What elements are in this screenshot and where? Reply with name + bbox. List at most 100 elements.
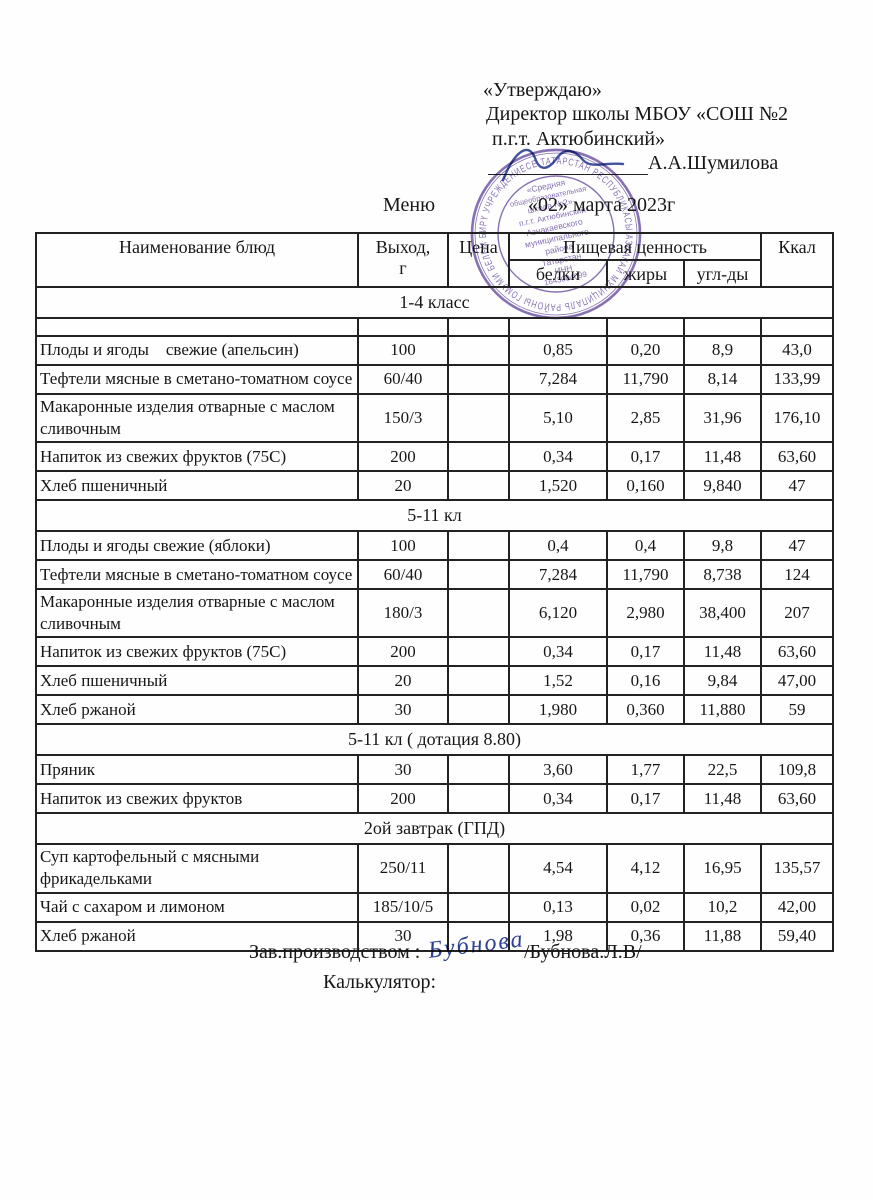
fat-cell: 0,17 [606,441,685,473]
output-cell: 20 [357,470,449,502]
carbs-cell: 11,88 [683,920,762,952]
section-row: 1-4 класс [35,286,834,319]
protein-cell: 1,52 [508,665,608,697]
dish-name-cell: Хлеб ржаной [35,694,359,726]
protein-cell: 7,284 [508,559,608,591]
fat-cell: 1,77 [606,754,685,786]
fat-cell: 0,17 [606,636,685,668]
protein-cell: 0,13 [508,891,608,923]
menu-row: Плоды и ягоды свежие (апельсин) 100 0,85 0,… [35,335,834,366]
price-cell [447,392,510,444]
menu-row: Макаронные изделия отварные с маслом сли… [35,588,834,639]
menu-row: Хлеб пшеничный 20 1,520 0,160 9,840 47 [35,470,834,502]
empty-row [35,317,834,337]
empty-cell [760,317,834,337]
menu-table-body: 1-4 класс Плоды и ягоды свежие (апельсин)… [35,286,834,952]
carbs-cell: 8,14 [683,364,762,395]
carbs-cell: 22,5 [683,754,762,786]
carbs-cell: 11,48 [683,783,762,815]
dish-name-cell: Тефтели мясные в сметано-томатном соусе [35,364,359,395]
output-cell: 200 [357,783,449,815]
fat-cell: 0,17 [606,783,685,815]
price-cell [447,530,510,562]
protein-cell: 0,34 [508,441,608,473]
output-cell: 30 [357,920,449,952]
menu-row: Плоды и ягоды свежие (яблоки) 100 0,4 0,4 9,… [35,530,834,562]
menu-row: Чай с сахаром и лимоном 185/10/5 0,13 0,02 1… [35,891,834,923]
output-cell: 60/40 [357,559,449,591]
protein-cell: 4,54 [508,843,608,894]
price-cell [447,665,510,697]
dish-name-cell: Напиток из свежих фруктов [35,783,359,815]
kcal-cell: 109,8 [760,754,834,786]
dish-name-cell: Напиток из свежих фруктов (75С) [35,441,359,473]
kcal-cell: 42,00 [760,891,834,923]
price-cell [447,470,510,502]
carbs-cell: 31,96 [683,392,762,444]
menu-row: Хлеб пшеничный 20 1,52 0,16 9,84 47,00 [35,665,834,697]
dish-name-cell: Суп картофельный с мясными фрикадельками [35,843,359,894]
fat-cell: 2,85 [606,392,685,444]
dish-name-cell: Тефтели мясные в сметано-томатном соусе [35,559,359,591]
carbs-cell: 8,9 [683,335,762,366]
kcal-cell: 207 [760,588,834,639]
kcal-cell: 63,60 [760,636,834,668]
output-cell: 60/40 [357,364,449,395]
price-cell [447,559,510,591]
fat-cell: 11,790 [606,364,685,395]
empty-cell [508,317,608,337]
production-manager-label: Зав.производством : [249,941,421,963]
output-cell: 185/10/5 [357,891,449,923]
carbs-cell: 9,8 [683,530,762,562]
protein-cell: 6,120 [508,588,608,639]
dish-name-cell: Хлеб пшеничный [35,470,359,502]
section-title: 5-11 кл ( дотация 8.80) [35,723,834,757]
price-cell [447,891,510,923]
empty-cell [357,317,449,337]
col-header-nutrition: Пищевая ценность [508,232,762,261]
output-cell: 100 [357,335,449,366]
director-line-1: Директор школы МБОУ «СОШ №2 [486,103,789,125]
carbs-cell: 8,738 [683,559,762,591]
kcal-cell: 59 [760,694,834,726]
section-title: 1-4 класс [35,286,834,319]
director-line-2: п.г.т. Актюбинский» [492,128,666,150]
menu-row: Тефтели мясные в сметано-томатном соусе 6… [35,364,834,395]
menu-row: Напиток из свежих фруктов (75С) 200 0,34 0,… [35,636,834,668]
fat-cell: 0,360 [606,694,685,726]
price-cell [447,441,510,473]
protein-cell: 0,4 [508,530,608,562]
kcal-cell: 43,0 [760,335,834,366]
fat-cell: 0,02 [606,891,685,923]
output-cell: 200 [357,441,449,473]
dish-name-cell: Плоды и ягоды свежие (яблоки) [35,530,359,562]
kcal-cell: 47,00 [760,665,834,697]
menu-row: Тефтели мясные в сметано-томатном соусе 6… [35,559,834,591]
carbs-cell: 11,880 [683,694,762,726]
price-cell [447,783,510,815]
output-cell: 180/3 [357,588,449,639]
empty-cell [683,317,762,337]
kcal-cell: 59,40 [760,920,834,952]
fat-cell: 0,4 [606,530,685,562]
output-cell: 20 [357,665,449,697]
fat-cell: 0,16 [606,665,685,697]
section-title: 2ой завтрак (ГПД) [35,812,834,846]
protein-cell: 1,980 [508,694,608,726]
protein-cell: 5,10 [508,392,608,444]
output-cell: 200 [357,636,449,668]
col-header-protein: белки [508,259,608,288]
menu-date: «02» марта 2023г [528,194,676,216]
protein-cell: 0,85 [508,335,608,366]
price-cell [447,588,510,639]
menu-row: Суп картофельный с мясными фрикадельками… [35,843,834,894]
fat-cell: 2,980 [606,588,685,639]
price-cell [447,636,510,668]
dish-name-cell: Плоды и ягоды свежие (апельсин) [35,335,359,366]
menu-title: Меню [383,194,436,216]
kcal-cell: 135,57 [760,843,834,894]
dish-name-cell: Макаронные изделия отварные с маслом сли… [35,392,359,444]
carbs-cell: 9,840 [683,470,762,502]
price-cell [447,920,510,952]
dish-name-cell: Макаронные изделия отварные с маслом сли… [35,588,359,639]
